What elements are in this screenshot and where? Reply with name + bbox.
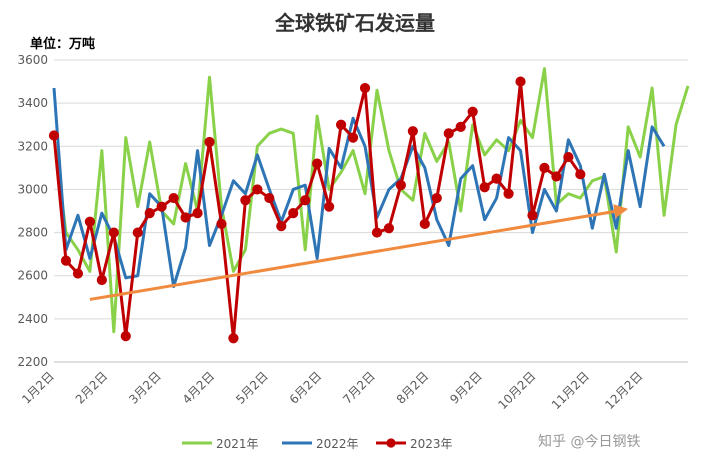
data-point xyxy=(84,216,95,227)
y-tick-label: 2200 xyxy=(17,355,48,369)
data-point xyxy=(431,192,442,204)
y-tick-label: 3000 xyxy=(17,182,48,196)
data-point xyxy=(335,119,347,130)
data-point xyxy=(347,132,359,143)
data-point xyxy=(443,128,454,139)
series-line-1 xyxy=(52,67,690,334)
data-point xyxy=(503,188,514,199)
data-point xyxy=(539,162,550,173)
data-point xyxy=(575,169,586,180)
legend-label: 2021年 xyxy=(216,437,259,451)
y-tick-label: 2600 xyxy=(17,269,48,283)
data-point xyxy=(168,192,179,204)
data-point xyxy=(563,151,574,163)
y-tick-label: 3600 xyxy=(17,53,48,67)
legend-marker xyxy=(386,438,396,448)
data-point xyxy=(491,173,502,184)
data-point xyxy=(288,208,299,219)
data-point xyxy=(144,208,155,219)
data-point xyxy=(371,227,383,238)
data-point xyxy=(455,121,466,132)
data-point xyxy=(96,274,107,286)
data-point xyxy=(551,171,562,182)
y-tick-label: 3200 xyxy=(17,139,48,153)
legend-label: 2022年 xyxy=(316,437,359,451)
data-point xyxy=(359,82,371,94)
data-point xyxy=(276,221,287,232)
data-point xyxy=(216,218,227,230)
y-tick-label: 2400 xyxy=(17,312,48,326)
data-point xyxy=(467,106,478,117)
data-point xyxy=(108,227,119,238)
data-point xyxy=(515,76,526,87)
data-point xyxy=(324,201,335,212)
data-point xyxy=(48,130,60,141)
chart-title: 全球铁矿石发运量 xyxy=(274,11,435,35)
legend-label: 2023年 xyxy=(410,437,453,451)
legend: 2021年 2022年 2023年 xyxy=(182,437,453,451)
watermark-text: 知乎 @今日钢铁 xyxy=(538,433,640,450)
data-point xyxy=(204,136,215,148)
data-point xyxy=(120,331,131,342)
annotation-group xyxy=(89,204,629,301)
data-point xyxy=(479,182,490,193)
data-point xyxy=(300,195,311,206)
data-point xyxy=(156,201,167,212)
data-point xyxy=(192,208,203,219)
data-point xyxy=(132,227,143,238)
trend-arrow-line xyxy=(89,209,619,301)
data-point xyxy=(419,218,430,230)
unit-label: 单位：万吨 xyxy=(30,36,95,52)
data-point xyxy=(527,210,538,221)
data-point xyxy=(228,333,239,344)
trend-arrow-head xyxy=(613,204,629,219)
data-point xyxy=(60,255,72,266)
series-group xyxy=(48,67,690,344)
data-point xyxy=(395,180,407,191)
data-point xyxy=(312,158,323,169)
data-point xyxy=(383,223,395,234)
data-point xyxy=(72,268,84,279)
data-point xyxy=(264,192,275,204)
data-point xyxy=(252,184,263,195)
data-point xyxy=(240,195,251,206)
y-tick-label: 2800 xyxy=(17,226,48,240)
y-tick-label: 3400 xyxy=(17,96,48,110)
series-line-2 xyxy=(52,87,666,288)
data-point xyxy=(180,212,191,223)
data-point xyxy=(407,126,418,137)
